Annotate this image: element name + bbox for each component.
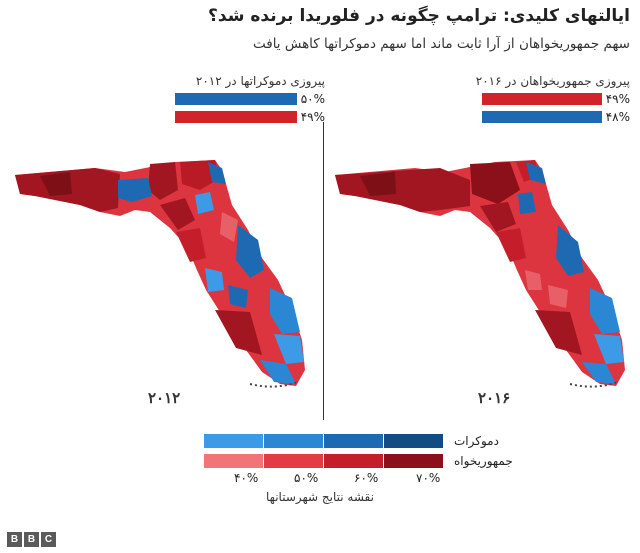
result-bar [175,93,297,105]
state-outline [335,160,625,386]
county-region [160,198,195,230]
result-title-2016: پیروزی جمهوریخواهان در ۲۰۱۶ [475,74,630,88]
result-percentage: ۴۸% [605,110,630,124]
county-region [274,334,304,364]
result-box-2012: پیروزی دموکراتها در ۲۰۱۲ ۵۰% ۴۹% [155,74,325,124]
county-region [590,288,620,334]
bbc-logo-letter: B [7,532,22,547]
legend-swatch [264,434,323,448]
legend-tick: ۴۰% [234,471,259,485]
result-percentage: ۴۹% [605,92,630,106]
county-region [360,172,396,196]
county-region [195,192,214,214]
county-region [335,168,470,212]
county-region [480,202,516,232]
legend-dem-scale [204,434,444,448]
year-label-2016: ۲۰۱۶ [478,389,511,407]
result-row: ۴۹% [155,110,325,124]
legend-swatch [264,454,323,468]
result-percentage: ۴۹% [300,110,325,124]
county-region [208,162,226,184]
county-region [548,285,568,308]
bbc-logo-letter: C [41,532,56,547]
county-region [40,172,72,196]
florida-map-2012 [15,160,305,388]
result-bar [482,111,602,123]
legend-swatch [204,434,263,448]
legend-tick: ۷۰% [416,471,441,485]
legend-rep-scale [204,454,444,468]
year-label-2012: ۲۰۱۲ [148,389,181,407]
chart-subtitle: سهم جمهوریخواهان از آرا ثابت ماند اما سه… [252,36,630,52]
county-region [215,310,262,355]
chart-title: ایالتهای کلیدی: ترامپ چگونه در فلوریدا ب… [208,6,630,26]
county-region [205,268,224,292]
result-row: ۵۰% [155,92,325,106]
result-row: ۴۹% [460,92,630,106]
legend-swatch [324,434,383,448]
county-region [496,228,526,262]
result-title-2012: پیروزی دموکراتها در ۲۰۱۲ [195,74,325,88]
county-region [525,270,542,290]
bbc-logo: B B C [7,532,56,547]
county-region [535,310,582,355]
result-bar [482,93,602,105]
county-region [236,225,264,278]
florida-map-2016 [335,160,625,388]
legend-rep-label: جمهوریخواه [454,454,513,468]
county-region [526,162,546,184]
county-region [556,225,584,276]
county-region [518,192,536,214]
legend-caption: نقشه نتایج شهرستانها [266,490,374,504]
result-row: ۴۸% [460,110,630,124]
legend-swatch [204,454,263,468]
legend-swatch [384,434,443,448]
bbc-logo-letter: B [24,532,39,547]
county-region [260,360,296,384]
legend-tick: ۵۰% [294,471,319,485]
state-outline [15,160,305,386]
legend-swatch [384,454,443,468]
legend-dem-label: دموکرات [454,434,499,448]
result-bar [175,111,297,123]
county-region [582,362,616,384]
county-region [118,178,152,202]
county-region [148,162,178,200]
result-box-2016: پیروزی جمهوریخواهان در ۲۰۱۶ ۴۹% ۴۸% [460,74,630,124]
result-percentage: ۵۰% [300,92,325,106]
legend-swatch [324,454,383,468]
legend-tick: ۶۰% [354,471,379,485]
map-divider [323,122,324,420]
county-region [470,162,520,204]
county-region [270,288,300,334]
county-region [220,212,238,242]
county-region [228,285,248,308]
county-region [594,334,624,364]
county-region [176,228,206,262]
